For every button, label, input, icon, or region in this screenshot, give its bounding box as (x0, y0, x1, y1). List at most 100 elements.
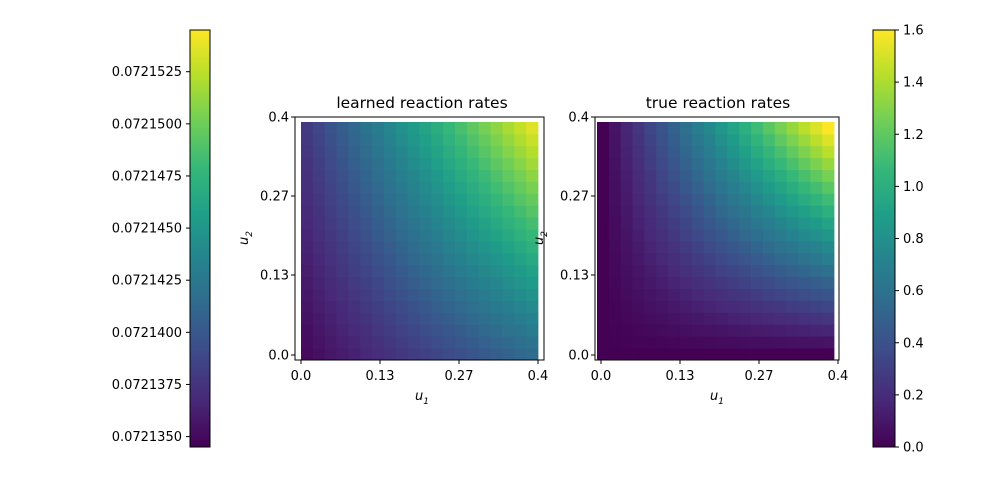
heatmap-true-cell (597, 122, 610, 135)
heatmap-learned-cell (419, 193, 432, 206)
heatmap-true-cell (798, 169, 811, 182)
heatmap-learned-cell (301, 229, 314, 242)
heatmap-learned-cell (407, 145, 420, 159)
heatmap-learned: learned reaction rates 0.0 0.13 0.27 0.40.0… (237, 94, 548, 407)
heatmap-learned-cell (312, 181, 326, 194)
heatmap-learned-cell (312, 288, 326, 301)
heatmap-true-cell (597, 157, 610, 170)
heatmap-learned-cell (324, 324, 337, 337)
heatmap-true-cell (608, 264, 622, 278)
heatmap-true-cell (620, 181, 633, 194)
heatmap-learned-xlabel-base: u (415, 389, 423, 404)
colorbar-true-tick-label: 1.4 (903, 76, 924, 91)
heatmap-learned-cell (360, 157, 373, 170)
heatmap-true-cell (656, 252, 669, 266)
heatmap-true-cell (798, 122, 811, 135)
heatmap-true-frame (594, 116, 840, 361)
heatmap-true-cell (786, 229, 799, 242)
heatmap-learned-cell (348, 181, 361, 194)
heatmap-true-cell (762, 252, 776, 266)
heatmap-learned-cell (312, 300, 326, 313)
heatmap-true-cell (822, 312, 835, 325)
heatmap-learned-cell (372, 181, 385, 194)
heatmap-true-cell (739, 264, 752, 278)
heatmap-true-cell (798, 336, 811, 349)
heatmap-true-cell (597, 324, 610, 337)
heatmap-learned-cell (324, 217, 337, 230)
heatmap-true-cell (774, 288, 787, 301)
heatmap-true-cell (727, 252, 740, 266)
heatmap-learned-cell (431, 181, 444, 194)
heatmap-true-cell (786, 169, 799, 182)
heatmap-true-cell (644, 133, 657, 147)
heatmap-learned-cell (514, 145, 527, 159)
heatmap-true-cell (644, 264, 657, 278)
heatmap-true-cell (786, 157, 799, 170)
heatmap-learned-cell (478, 312, 491, 325)
heatmap-learned-cell (490, 264, 503, 278)
heatmap-learned-cell (419, 145, 432, 159)
heatmap-true-cell (703, 133, 716, 147)
heatmap-true-cell (691, 157, 705, 170)
heatmap-true-cell (762, 229, 776, 242)
heatmap-learned-cell (455, 300, 468, 313)
heatmap-true-cell (644, 205, 657, 218)
heatmap-true-cell (786, 264, 799, 278)
heatmap-true-cell (751, 122, 764, 135)
heatmap-learned-cell (383, 181, 397, 194)
heatmap-true-cell (620, 252, 633, 266)
heatmap-learned-cell (372, 312, 385, 325)
heatmap-true-cell (632, 205, 645, 218)
heatmap-true-cell (798, 205, 811, 218)
heatmap-true-cell (608, 252, 622, 266)
heatmap-learned-cell (407, 300, 420, 313)
heatmap-true-cell (597, 205, 610, 218)
heatmap-learned-cell (360, 336, 373, 349)
heatmap-learned-cell (324, 252, 337, 266)
heatmap-learned-cell (419, 300, 432, 313)
heatmap-learned-cell (419, 229, 432, 242)
heatmap-true-cell (668, 348, 681, 361)
colorbar-true-gradient (873, 30, 895, 447)
heatmap-learned-cell (431, 288, 444, 301)
heatmap-learned-cell (455, 193, 468, 206)
heatmap-true-cell (597, 252, 610, 266)
heatmap-true-cell (620, 205, 633, 218)
heatmap-true-cell (644, 288, 657, 301)
heatmap-true-cell (822, 252, 835, 266)
heatmap-true-cell (644, 193, 657, 206)
heatmap-true-cell (656, 348, 669, 361)
heatmap-true-cell (798, 324, 811, 337)
heatmap-learned-cell (407, 276, 420, 289)
heatmap-true-cell (810, 348, 823, 361)
heatmap-learned-cell (455, 276, 468, 289)
heatmap-true-cell (679, 122, 693, 135)
heatmap-learned-cell (443, 300, 456, 313)
heatmap-true-cell (679, 288, 693, 301)
heatmap-learned-cell (443, 145, 456, 159)
heatmap-true-cell (620, 145, 633, 159)
heatmap-learned-cell (395, 157, 409, 170)
heatmap-learned-cell (419, 312, 432, 325)
heatmap-true-cell (703, 241, 716, 254)
heatmap-true-cell (608, 217, 622, 230)
heatmap-true-cell (691, 145, 705, 159)
heatmap-learned-cell (395, 324, 409, 337)
heatmap-true-cell (727, 157, 740, 170)
heatmap-true-cell (597, 264, 610, 278)
heatmap-true-cell (739, 193, 752, 206)
heatmap-learned-cell (348, 348, 361, 361)
heatmap-true-cell (715, 312, 728, 325)
heatmap-learned-cell (514, 205, 527, 218)
heatmap-true-cell (774, 264, 787, 278)
heatmap-learned-cell (419, 324, 432, 337)
heatmap-true-cell (620, 122, 633, 135)
heatmap-learned-cell (443, 348, 456, 361)
heatmap-true-cell (822, 348, 835, 361)
heatmap-learned-cell (490, 288, 503, 301)
heatmap-learned-cell (383, 229, 397, 242)
heatmap-true-cell (644, 252, 657, 266)
heatmap-true-cell (798, 145, 811, 159)
heatmap-learned-cell (478, 217, 491, 230)
heatmap-true-cell (810, 336, 823, 349)
